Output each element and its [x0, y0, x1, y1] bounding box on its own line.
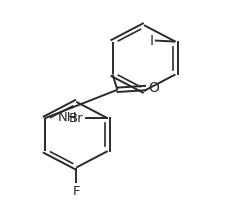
Text: Br: Br [69, 112, 83, 125]
Text: F: F [73, 185, 80, 198]
Text: O: O [148, 81, 159, 95]
Text: NH: NH [57, 111, 77, 124]
Text: I: I [150, 34, 154, 48]
